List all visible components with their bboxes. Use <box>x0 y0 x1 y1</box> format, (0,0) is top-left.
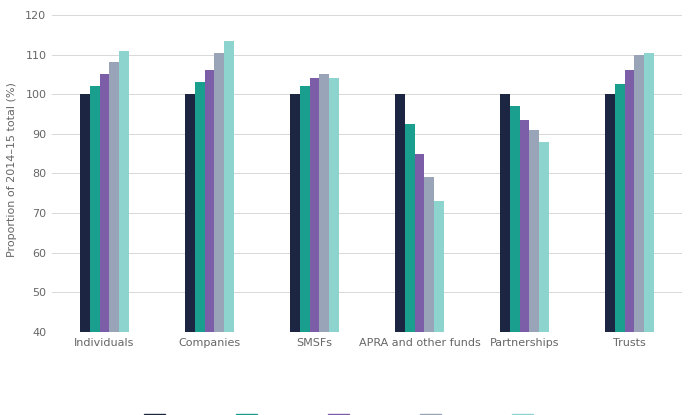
Bar <box>615 84 625 415</box>
Y-axis label: Proportion of 2014–15 total (%): Proportion of 2014–15 total (%) <box>7 82 17 257</box>
Bar <box>415 154 424 415</box>
Bar <box>405 124 415 415</box>
Bar <box>500 94 510 415</box>
Bar <box>329 78 339 415</box>
Bar <box>110 62 119 415</box>
Bar <box>185 94 195 415</box>
Bar <box>80 94 90 415</box>
Bar <box>224 41 234 415</box>
Bar <box>90 86 100 415</box>
Bar <box>635 54 644 415</box>
Bar <box>520 120 529 415</box>
Bar <box>290 94 300 415</box>
Bar <box>195 82 205 415</box>
Bar <box>510 106 520 415</box>
Bar <box>644 53 654 415</box>
Bar <box>119 51 129 415</box>
Bar <box>424 177 434 415</box>
Bar <box>539 142 549 415</box>
Bar <box>300 86 309 415</box>
Bar <box>434 201 444 415</box>
Bar <box>205 71 214 415</box>
Bar <box>320 74 329 415</box>
Legend: 2014–15, 2015–16, 2016–17, 2017–18, 2018–19: 2014–15, 2015–16, 2016–17, 2017–18, 2018… <box>139 410 595 415</box>
Bar <box>529 130 539 415</box>
Bar <box>309 78 320 415</box>
Bar <box>395 94 405 415</box>
Bar <box>214 53 224 415</box>
Bar <box>605 94 615 415</box>
Bar <box>625 71 635 415</box>
Bar <box>100 74 110 415</box>
